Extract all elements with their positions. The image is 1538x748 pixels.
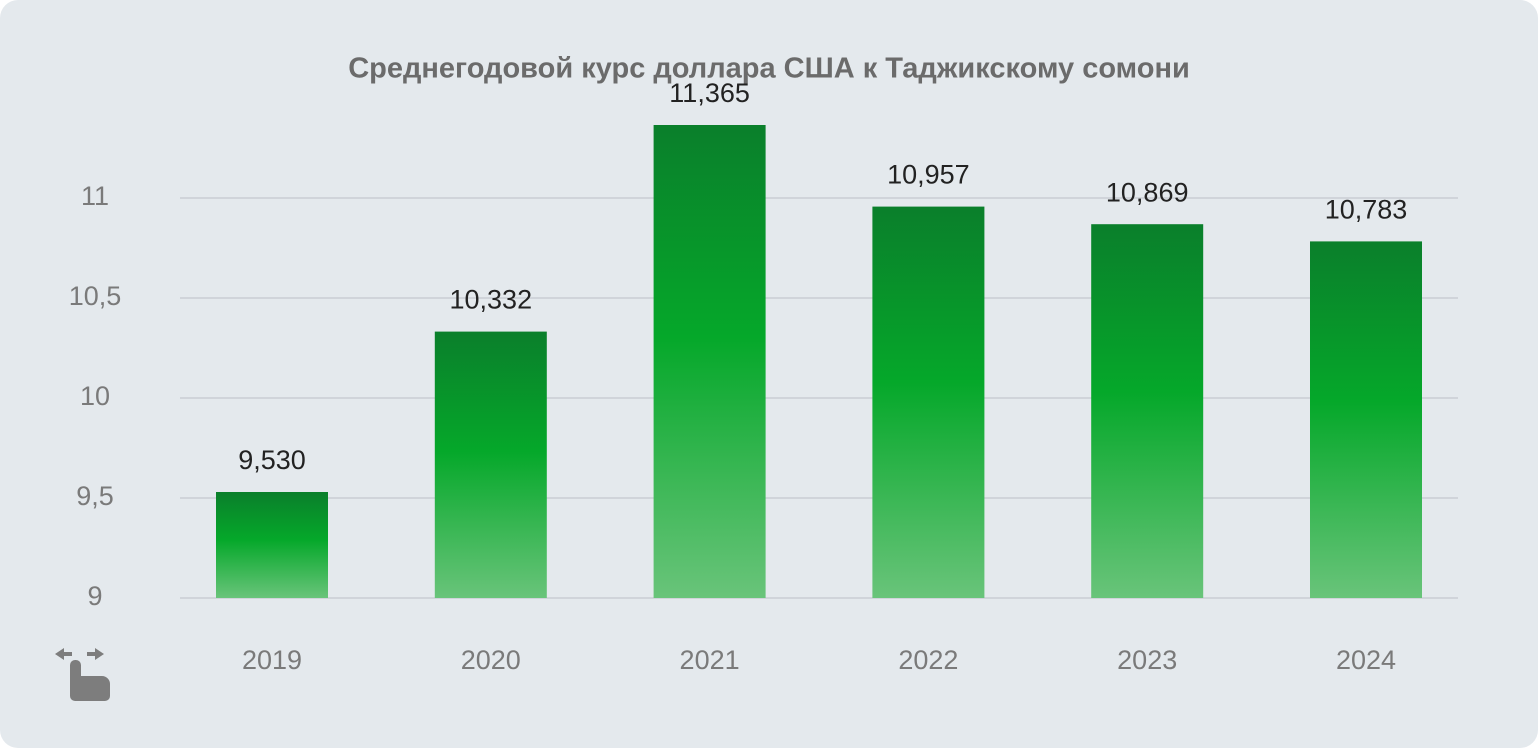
y-tick-label: 9 — [87, 581, 102, 611]
x-tick-label: 2021 — [680, 645, 740, 675]
y-tick-label: 10,5 — [69, 281, 122, 311]
x-tick-label: 2022 — [898, 645, 958, 675]
x-tick-label: 2019 — [242, 645, 302, 675]
value-label: 10,783 — [1325, 195, 1408, 225]
value-label: 10,957 — [887, 160, 970, 190]
value-label: 10,869 — [1106, 177, 1189, 207]
y-tick-label: 11 — [81, 181, 109, 211]
bar — [1310, 241, 1422, 598]
y-tick-label: 10 — [80, 381, 110, 411]
x-tick-label: 2024 — [1336, 645, 1396, 675]
value-label: 10,332 — [450, 285, 533, 315]
x-tick-label: 2023 — [1117, 645, 1177, 675]
y-tick-label: 9,5 — [76, 481, 114, 511]
bar — [1091, 224, 1204, 598]
bar — [653, 125, 766, 598]
swipe-icon — [55, 648, 110, 701]
bar — [872, 206, 985, 598]
chart-title: Среднегодовой курс доллара США к Таджикс… — [348, 53, 1190, 85]
value-label: 11,365 — [669, 78, 750, 108]
bar — [216, 492, 328, 598]
value-label: 9,530 — [238, 445, 306, 475]
bar — [434, 331, 547, 598]
x-tick-label: 2020 — [461, 645, 521, 675]
